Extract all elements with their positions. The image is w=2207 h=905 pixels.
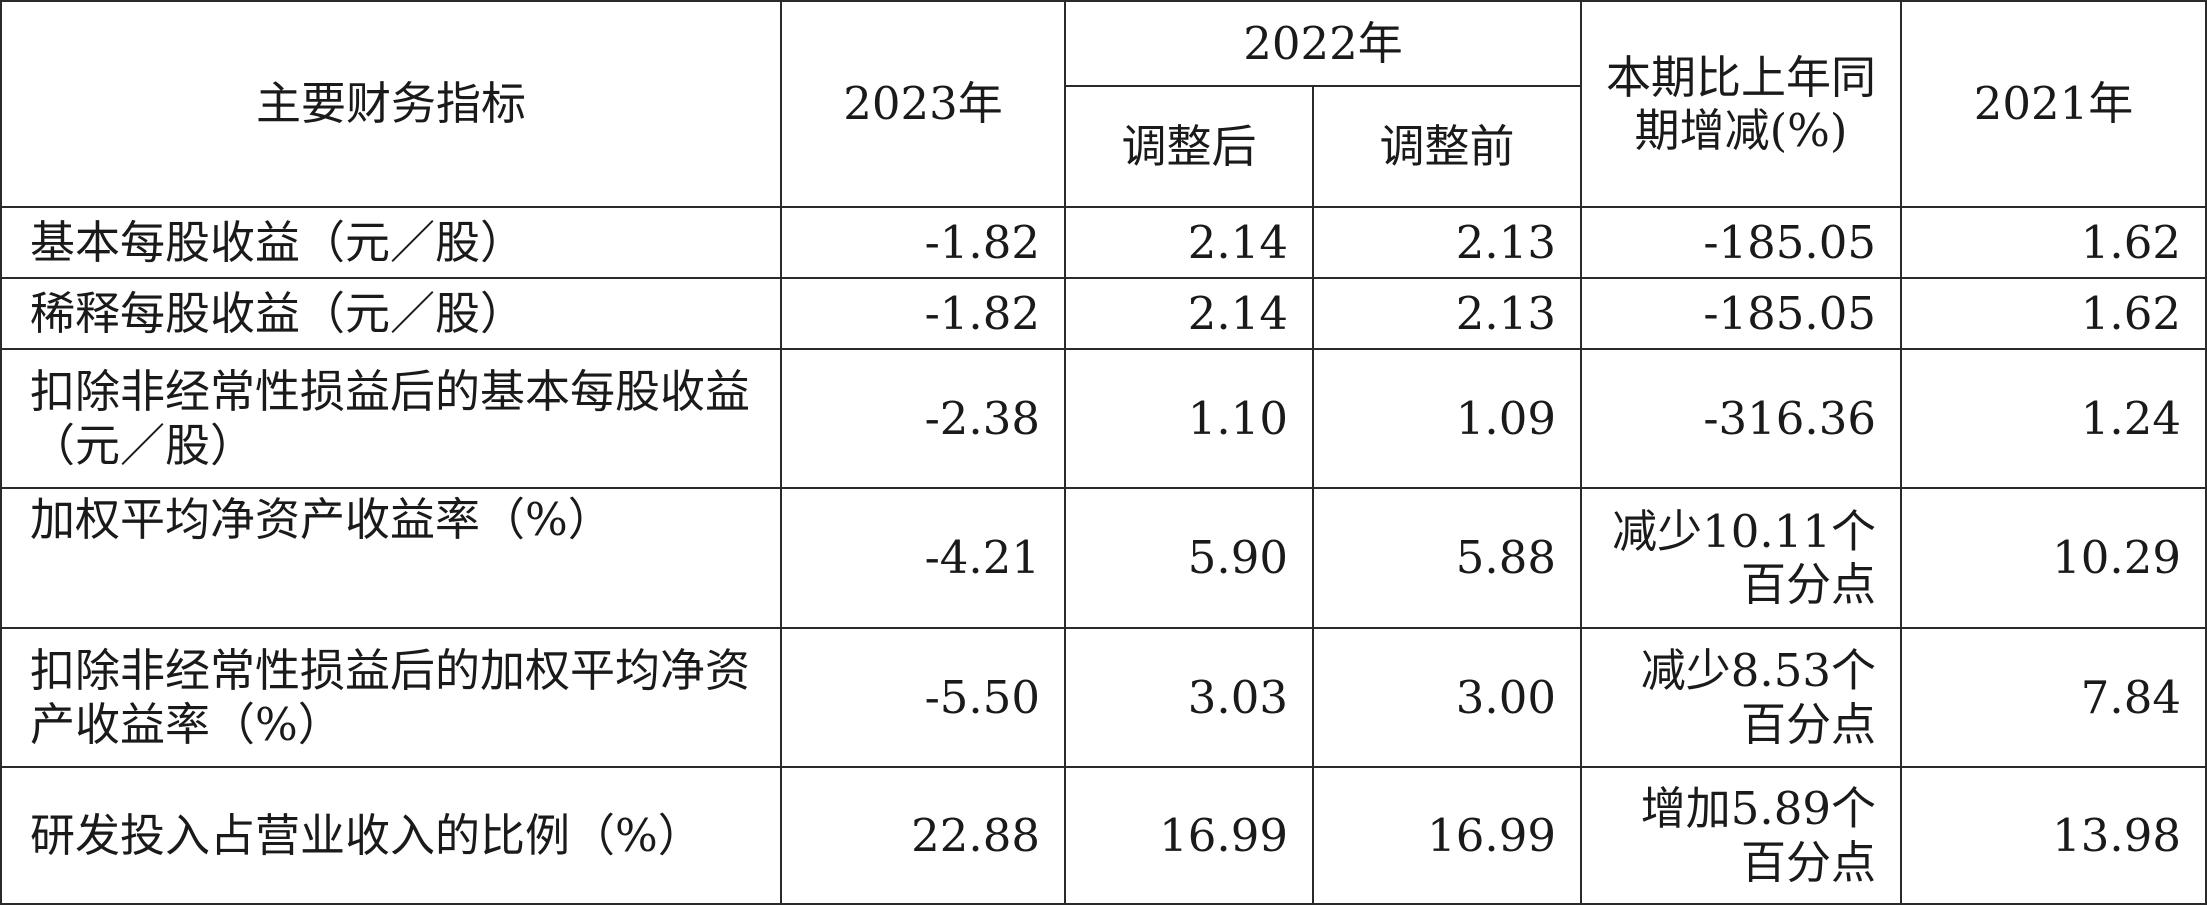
header-yoy-change: 本期比上年同期增减(%) <box>1580 0 1902 208</box>
value-2022-adjusted-after: 16.99 <box>1064 766 1314 905</box>
value-2023: -2.38 <box>780 348 1066 489</box>
value-2023: -5.50 <box>780 627 1066 768</box>
value-2021: 13.98 <box>1900 766 2207 905</box>
row-label: 扣除非经常性损益后的加权平均净资产收益率（%） <box>0 627 782 768</box>
row-label: 研发投入占营业收入的比例（%） <box>0 766 782 905</box>
table-row: 稀释每股收益（元／股） -1.82 2.14 2.13 -185.05 1.62 <box>0 277 2207 350</box>
value-2022-adjusted-before: 2.13 <box>1312 206 1582 279</box>
value-2023: -1.82 <box>780 206 1066 279</box>
value-2023: -4.21 <box>780 487 1066 629</box>
value-2022-adjusted-after: 3.03 <box>1064 627 1314 768</box>
value-2022-adjusted-before: 16.99 <box>1312 766 1582 905</box>
value-2021: 10.29 <box>1900 487 2207 629</box>
table-row: 扣除非经常性损益后的基本每股收益（元／股） -2.38 1.10 1.09 -3… <box>0 348 2207 489</box>
value-2022-adjusted-before: 3.00 <box>1312 627 1582 768</box>
table-row: 研发投入占营业收入的比例（%） 22.88 16.99 16.99 增加5.89… <box>0 766 2207 905</box>
header-year-2023: 2023年 <box>780 0 1066 208</box>
value-yoy-change: -185.05 <box>1580 206 1902 279</box>
value-2022-adjusted-after: 5.90 <box>1064 487 1314 629</box>
value-2021: 1.62 <box>1900 206 2207 279</box>
value-2022-adjusted-after: 2.14 <box>1064 277 1314 350</box>
value-yoy-change: -316.36 <box>1580 348 1902 489</box>
value-2022-adjusted-before: 2.13 <box>1312 277 1582 350</box>
header-indicator: 主要财务指标 <box>0 0 782 208</box>
row-label: 基本每股收益（元／股） <box>0 206 782 279</box>
header-year-2022: 2022年 <box>1064 0 1582 87</box>
value-2022-adjusted-after: 2.14 <box>1064 206 1314 279</box>
value-2023: -1.82 <box>780 277 1066 350</box>
row-label: 扣除非经常性损益后的基本每股收益（元／股） <box>0 348 782 489</box>
value-yoy-change: 减少8.53个百分点 <box>1580 627 1902 768</box>
table-row: 加权平均净资产收益率（%） -4.21 5.90 5.88 减少10.11个百分… <box>0 487 2207 629</box>
value-2023: 22.88 <box>780 766 1066 905</box>
header-year-2021: 2021年 <box>1900 0 2207 208</box>
value-2022-adjusted-after: 1.10 <box>1064 348 1314 489</box>
header-adjusted-after: 调整后 <box>1064 85 1314 208</box>
value-2021: 1.24 <box>1900 348 2207 489</box>
value-2022-adjusted-before: 1.09 <box>1312 348 1582 489</box>
row-label: 稀释每股收益（元／股） <box>0 277 782 350</box>
value-2021: 1.62 <box>1900 277 2207 350</box>
table-row: 扣除非经常性损益后的加权平均净资产收益率（%） -5.50 3.03 3.00 … <box>0 627 2207 768</box>
header-adjusted-before: 调整前 <box>1312 85 1582 208</box>
table-row: 基本每股收益（元／股） -1.82 2.14 2.13 -185.05 1.62 <box>0 206 2207 279</box>
value-yoy-change: 减少10.11个百分点 <box>1580 487 1902 629</box>
value-2022-adjusted-before: 5.88 <box>1312 487 1582 629</box>
value-yoy-change: -185.05 <box>1580 277 1902 350</box>
value-2021: 7.84 <box>1900 627 2207 768</box>
value-yoy-change: 增加5.89个百分点 <box>1580 766 1902 905</box>
row-label: 加权平均净资产收益率（%） <box>0 487 782 629</box>
